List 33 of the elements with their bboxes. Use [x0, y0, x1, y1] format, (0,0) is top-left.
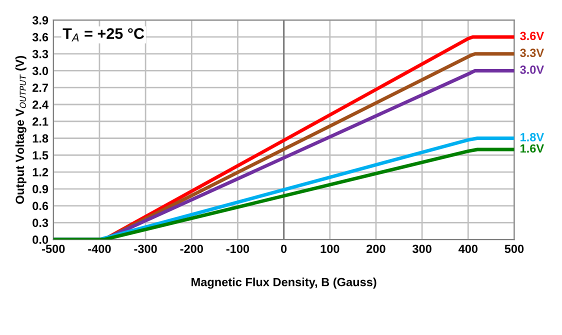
- x-tick-label: -300: [134, 244, 157, 254]
- y-tick-label: 1.8: [32, 134, 48, 143]
- x-tick-label: -200: [180, 244, 203, 254]
- y-tick-label: 2.7: [32, 84, 48, 92]
- y-tick-label: 0.9: [32, 184, 48, 194]
- y-tick-label: 3.3: [32, 50, 48, 58]
- x-tick-label: -400: [88, 244, 111, 254]
- y-tick-label: 0.6: [32, 202, 48, 210]
- series-label: 1.8V: [520, 133, 544, 142]
- x-tick-label: -100: [226, 244, 250, 254]
- series-label: 3.0V: [520, 66, 544, 74]
- y-tick-label: 1.5: [32, 151, 48, 160]
- x-axis-title: Magnetic Flux Density, B (Gauss): [192, 278, 376, 289]
- y-tick-label: 0.3: [32, 218, 48, 228]
- x-tick-label: 400: [458, 244, 478, 254]
- x-tick-label: 300: [412, 244, 432, 254]
- series-label: 3.6V: [520, 32, 544, 40]
- y-tick-label: 3.0: [32, 66, 48, 76]
- x-tick-label: -500: [42, 244, 65, 254]
- y-tick-label: 2.1: [32, 117, 48, 126]
- y-tick-label: 0.0: [32, 236, 48, 244]
- y-tick-label: 3.9: [32, 16, 48, 25]
- x-tick-label: 200: [366, 244, 386, 254]
- series-label: 3.3V: [520, 48, 544, 58]
- y-tick-label: 1.2: [32, 168, 48, 176]
- annotation: T$_{A}$ = +25 °C: [62, 28, 144, 42]
- x-tick-label: 0: [280, 244, 287, 254]
- x-tick-label: 100: [320, 244, 340, 254]
- y-tick-label: 2.4: [32, 100, 48, 109]
- series-label: 1.6V: [520, 144, 544, 153]
- y-axis-title: Output Voltage V$_{OUTPUT}$ (V): [15, 56, 26, 204]
- x-tick-label: 500: [504, 244, 524, 254]
- y-tick-label: 3.6: [32, 33, 48, 42]
